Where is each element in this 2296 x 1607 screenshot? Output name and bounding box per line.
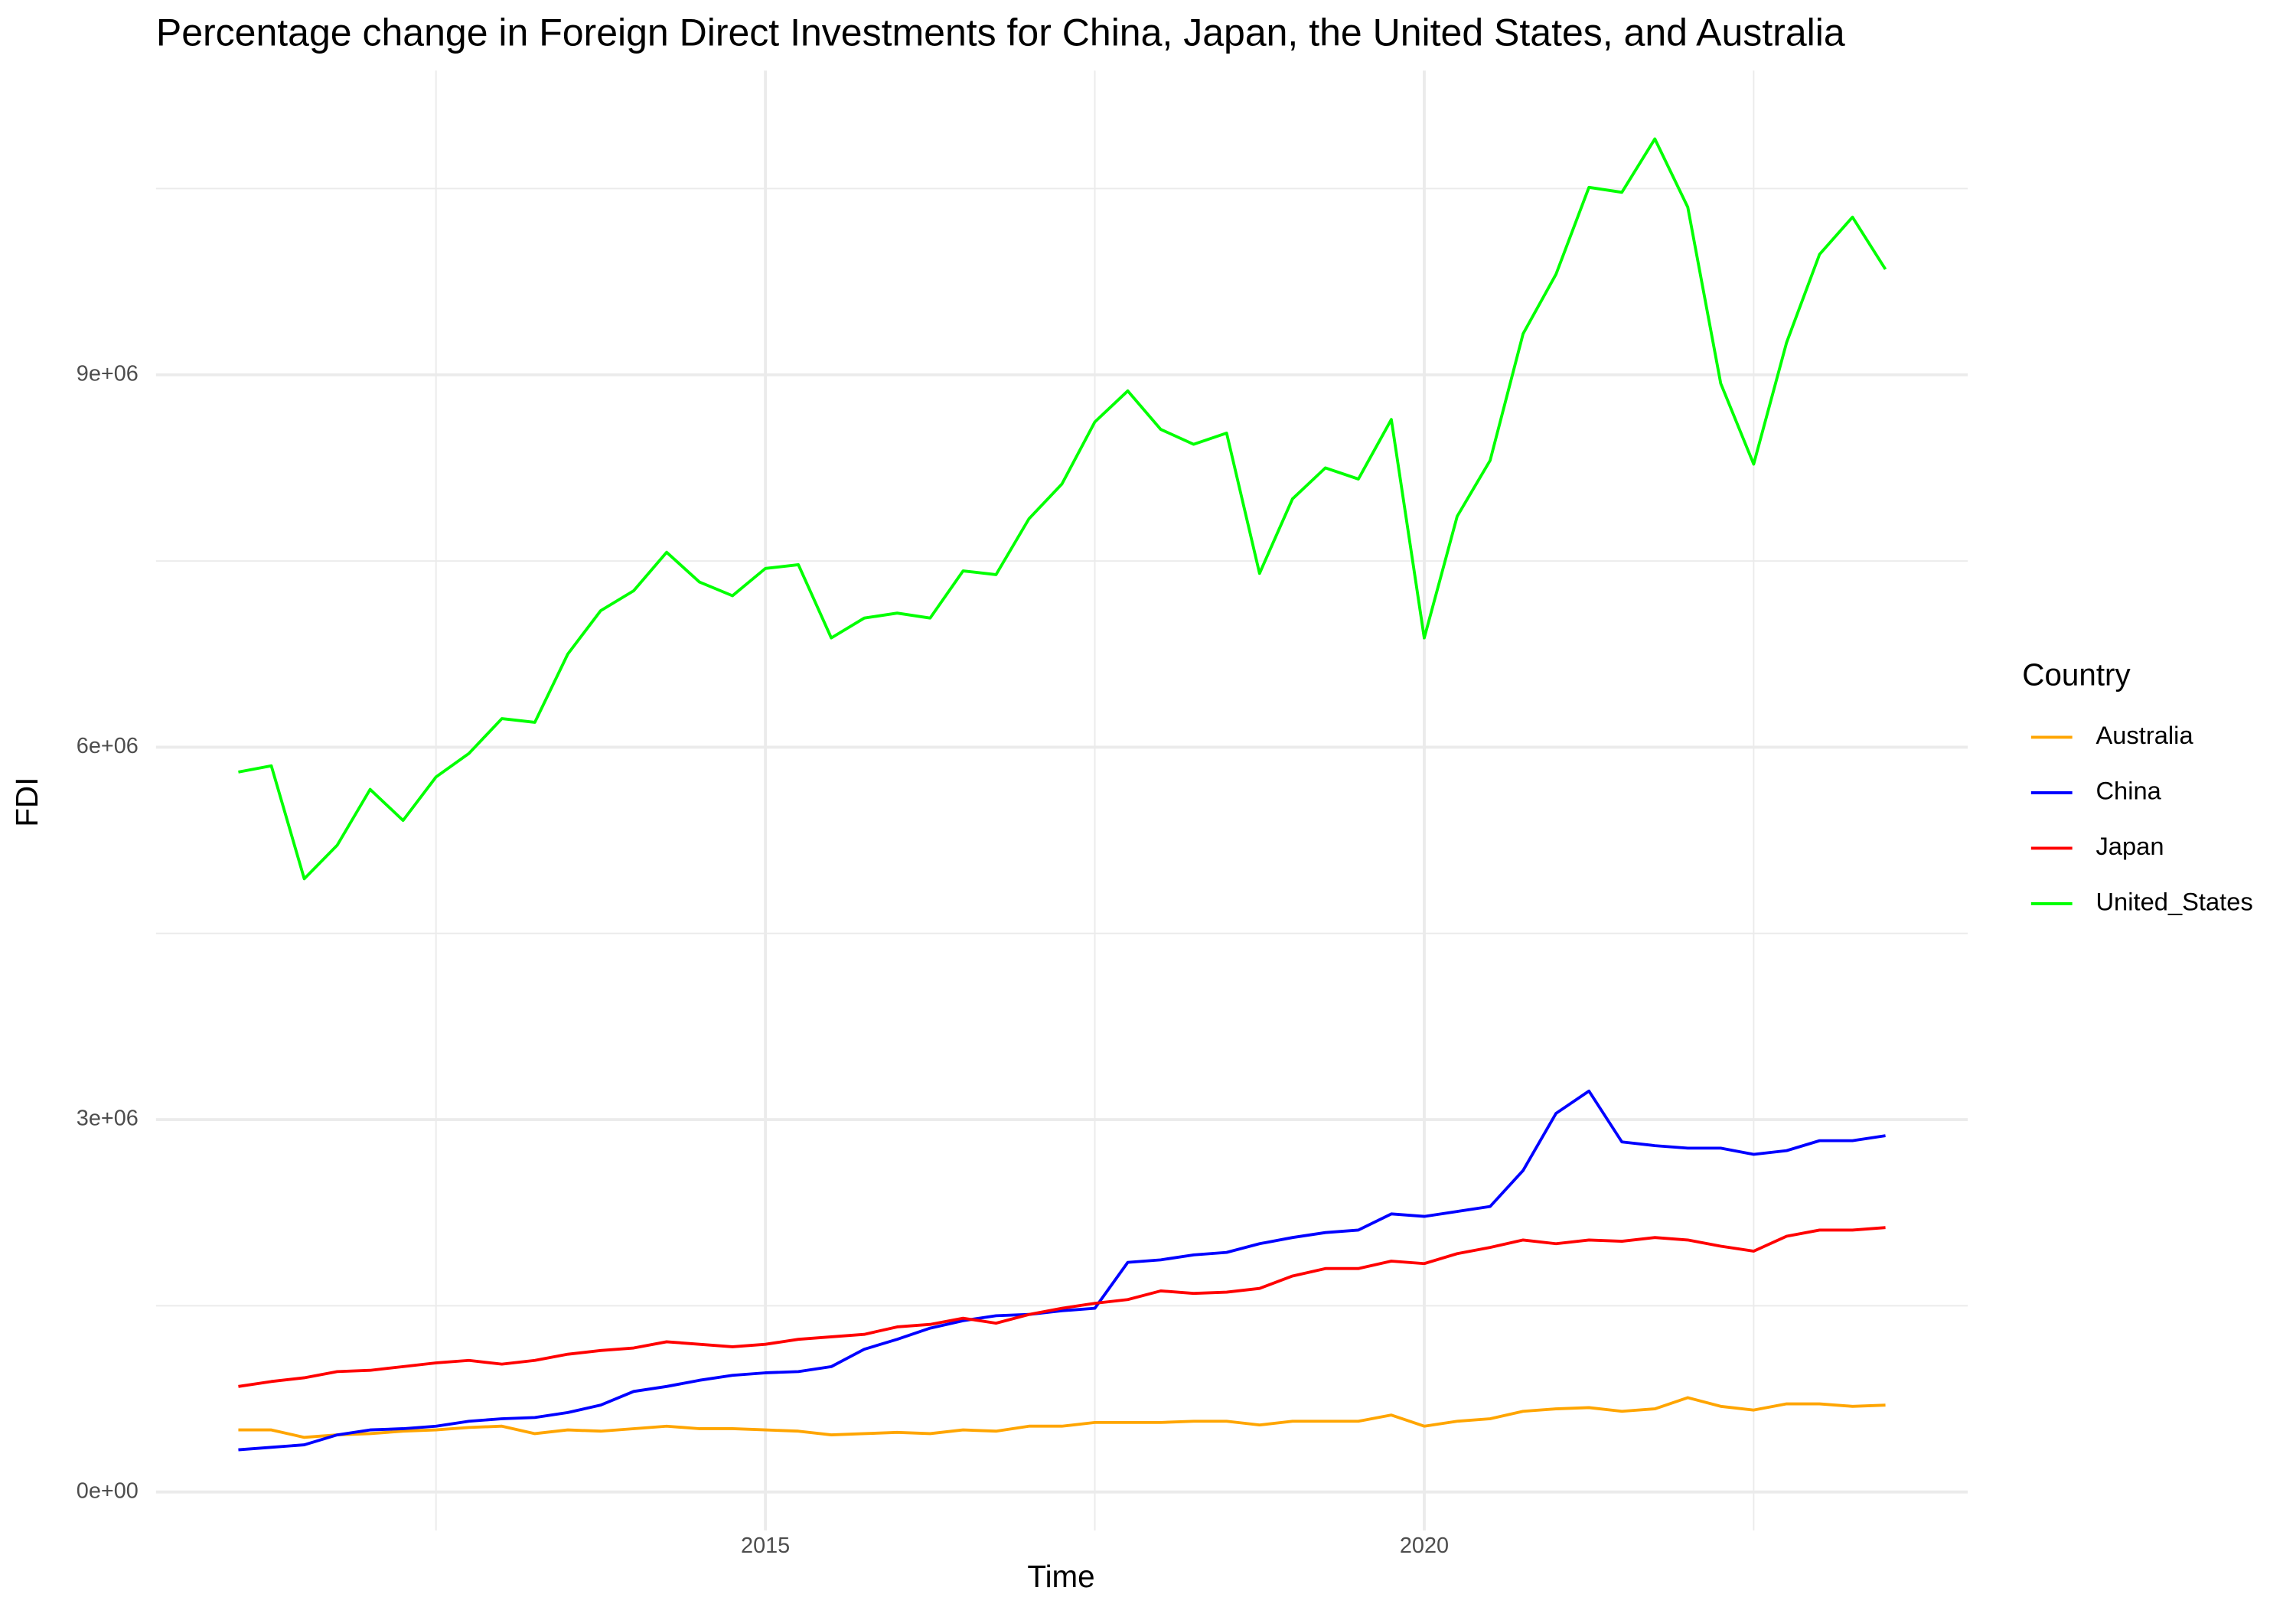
y-axis-label: FDI	[9, 777, 44, 827]
series-line	[238, 137, 1887, 881]
grid	[155, 70, 1968, 1530]
x-axis-label: Time	[1027, 1559, 1094, 1594]
y-tick-label: 3e+06	[77, 1107, 139, 1131]
y-tick-label: 6e+06	[77, 734, 139, 758]
legend-label: Japan	[2095, 832, 2164, 860]
series-line	[238, 1226, 1886, 1388]
legend-label: Australia	[2095, 721, 2193, 749]
x-tick-label: 2020	[1400, 1534, 1449, 1558]
y-tick-label: 9e+06	[77, 361, 139, 386]
legend-label: China	[2095, 777, 2161, 805]
series-line	[238, 1396, 1886, 1439]
y-tick-label: 0e+00	[77, 1478, 139, 1503]
plot-lines	[238, 137, 1887, 1452]
legend: Country Australia China Japan United_States	[2022, 657, 2252, 915]
legend-title: Country	[2022, 657, 2131, 692]
chart-title: Percentage change in Foreign Direct Inve…	[156, 11, 1845, 54]
legend-label: United_States	[2095, 888, 2252, 916]
x-tick-label: 2015	[741, 1534, 790, 1558]
series-line	[238, 1089, 1886, 1452]
